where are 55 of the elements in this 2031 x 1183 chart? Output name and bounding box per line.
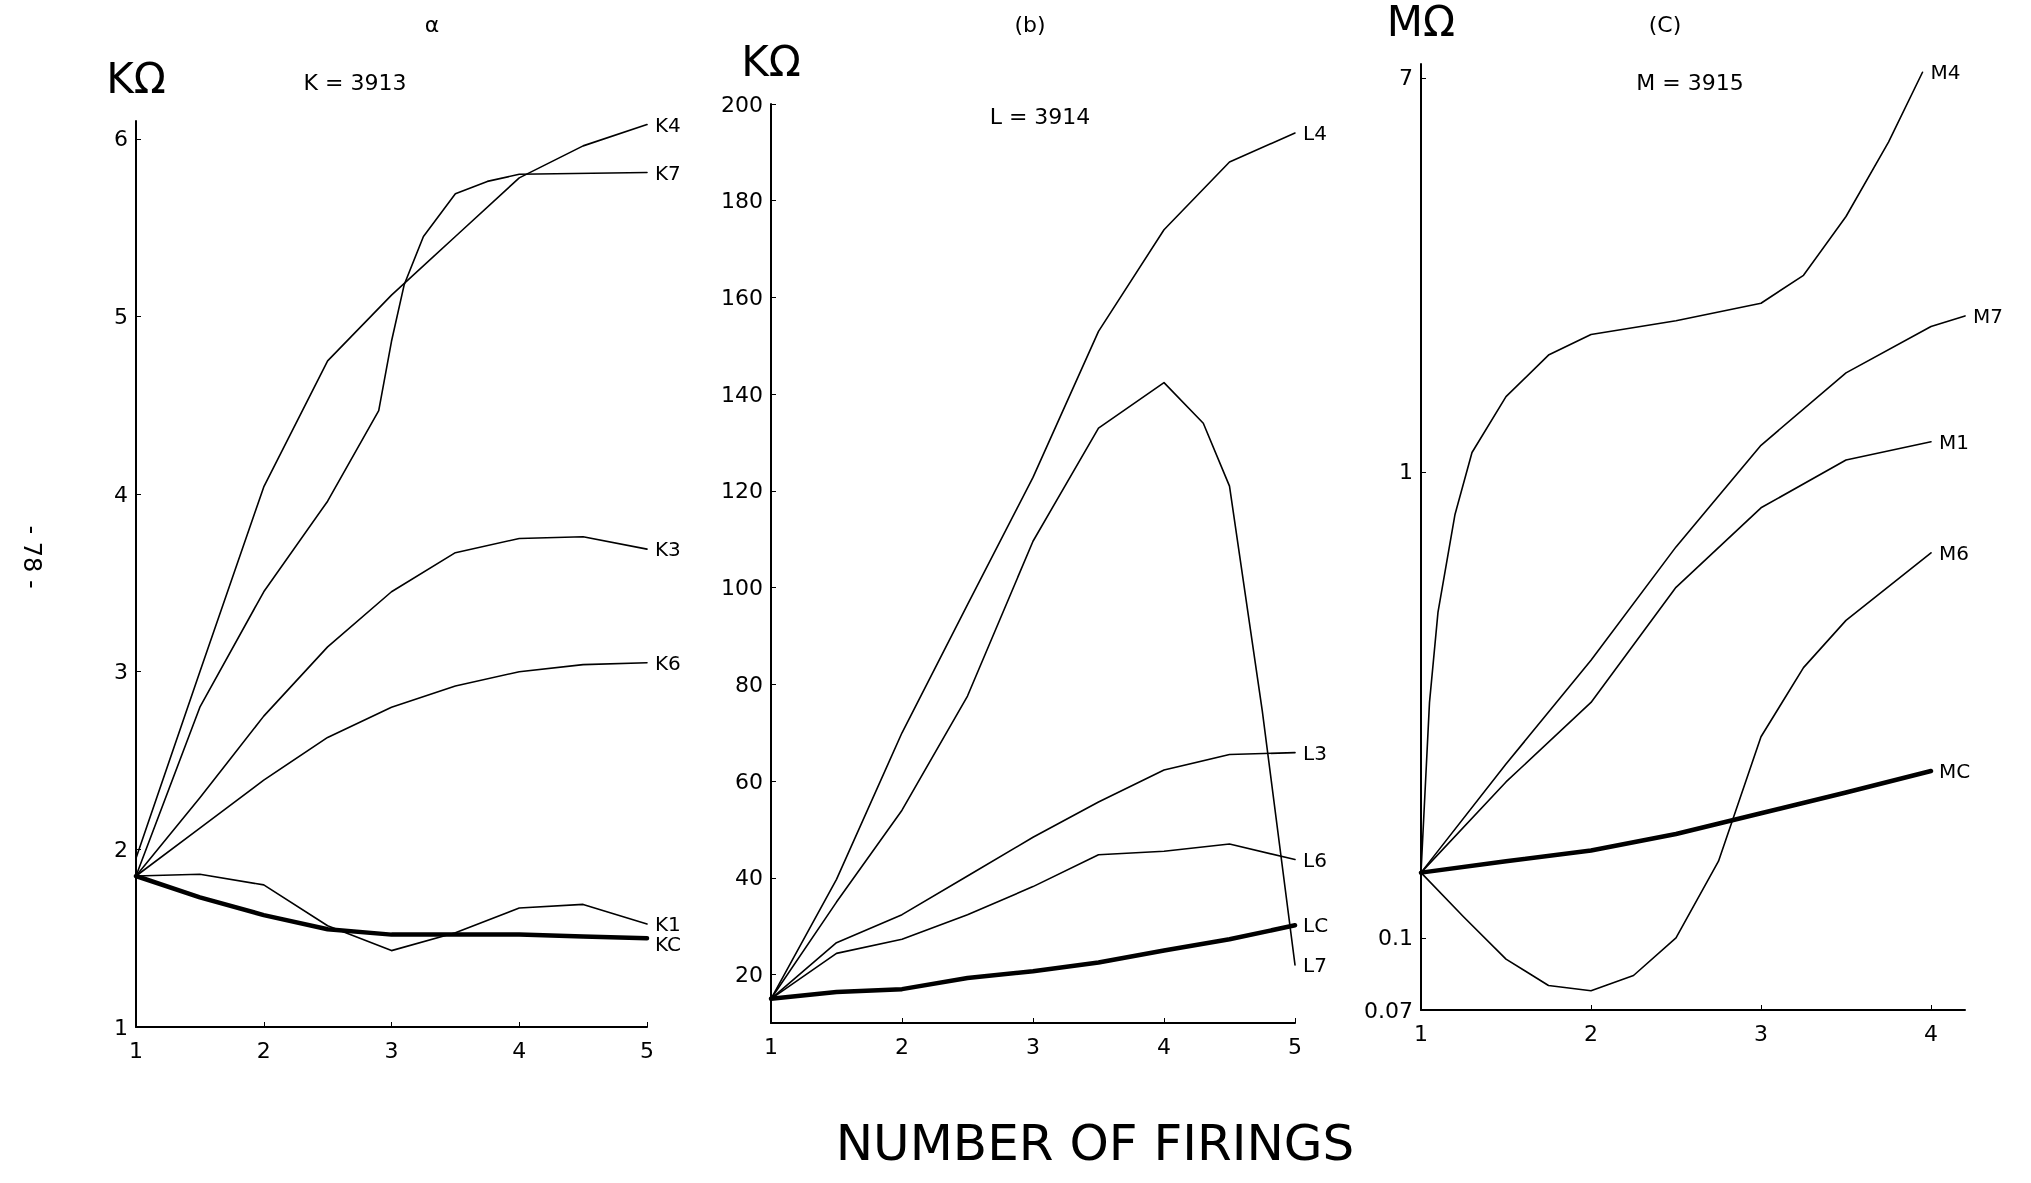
y-tick-label: 6 [114,126,128,152]
y-tick-label: 4 [114,481,128,507]
series-label: K7 [655,160,681,185]
series-label: L7 [1303,952,1327,977]
x-tick-label: 5 [1288,1033,1302,1059]
y-tick-label: 20 [735,962,763,988]
x-tick-label: 4 [1157,1033,1171,1059]
y-axis-title: MΩ [1386,0,1456,46]
y-tick-label: 2 [114,836,128,862]
series-label: M6 [1939,540,1969,565]
y-tick-label: 0.07 [1364,997,1413,1023]
series-label: K4 [655,112,681,137]
y-tick-label: 7 [1399,65,1413,91]
x-tick-label: 2 [256,1037,271,1063]
chart-title: (b) [1014,11,1046,37]
series-label: K6 [655,650,681,675]
x-tick-label: 3 [1026,1033,1040,1059]
series-label: L3 [1303,740,1327,765]
y-tick-label: 5 [114,303,128,329]
y-tick-label: 100 [721,575,763,601]
x-tick-label: 2 [1584,1020,1598,1046]
series-label: LC [1303,913,1329,938]
x-tick-label: 4 [512,1037,527,1063]
x-axis-title: NUMBER OF FIRINGS [835,1114,1355,1172]
y-tick-label: 3 [114,659,128,685]
chart-subtitle: M = 3915 [1636,69,1744,95]
x-tick-label: 2 [895,1033,909,1059]
x-tick-label: 5 [640,1037,654,1063]
series-label: M4 [1930,60,1961,85]
x-tick-label: 4 [1924,1020,1938,1046]
series-label: K3 [655,537,681,562]
series-label: MC [1939,759,1971,784]
chart-title: (C) [1648,11,1682,37]
series-label: L4 [1303,121,1327,146]
y-tick-label: 0.1 [1378,925,1413,951]
chart-subtitle: L = 3914 [989,103,1091,129]
series-label: M7 [1973,303,2003,328]
y-axis-title: KΩ [106,53,166,103]
x-tick-label: 3 [384,1037,399,1063]
y-tick-label: 180 [721,188,763,214]
text: - 78 - [18,525,46,589]
y-tick-label: 160 [721,284,763,310]
series-label: L6 [1303,847,1327,872]
y-tick-label: 40 [735,865,763,891]
y-tick-label: 60 [735,768,763,794]
y-axis-title: KΩ [741,36,801,86]
chart-title: α [424,11,440,37]
x-tick-label: 3 [1754,1020,1768,1046]
y-tick-label: 80 [735,671,763,697]
y-tick-label: 120 [721,478,763,504]
y-tick-label: 140 [721,381,763,407]
y-tick-label: 200 [721,91,763,117]
series-label: M1 [1939,429,1969,454]
chart-subtitle: K = 3913 [303,69,407,95]
y-tick-label: 1 [1399,459,1413,485]
